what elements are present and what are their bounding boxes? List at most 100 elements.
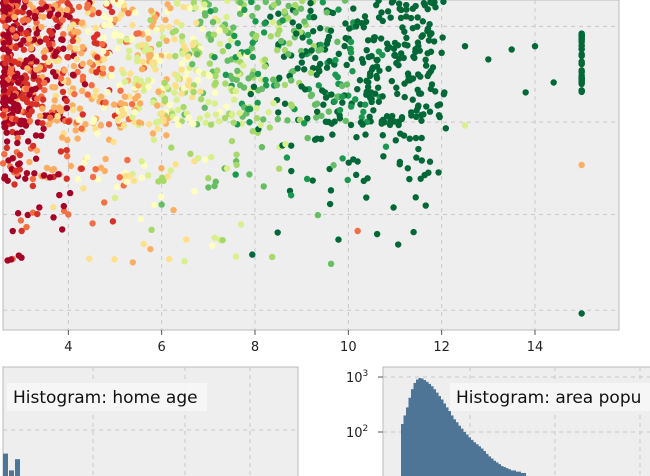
scatter-point-cloud: [178, 60, 186, 67]
scatter-point-30: [65, 211, 72, 218]
scatter-point-cloud: [216, 40, 224, 48]
scatter-point-cloud: [301, 86, 309, 93]
scatter-point-cloud: [339, 155, 346, 162]
scatter-point-cloud: [52, 16, 60, 23]
scatter-point-cloud: [1, 175, 8, 182]
scatter-point-cloud: [224, 0, 231, 4]
scatter-point-cloud: [414, 39, 422, 46]
scatter-point-cloud: [69, 71, 77, 78]
scatter-point-cloud: [281, 100, 289, 107]
scatter-point-32: [158, 201, 165, 208]
scatter-point-22: [461, 43, 469, 50]
scatter-point-cloud: [60, 207, 68, 215]
scatter-point-cloud: [193, 51, 201, 58]
hist2-bar-5: [413, 382, 416, 476]
scatter-point-cloud: [29, 142, 37, 150]
scatter-point-cloud: [418, 134, 425, 142]
scatter-point-cloud: [285, 15, 292, 22]
scatter-point-cloud: [317, 41, 324, 49]
scatter-point-cloud: [32, 132, 40, 139]
scatter-point-cloud: [317, 46, 325, 53]
scatter-point-cloud: [578, 42, 585, 49]
scatter-point-cloud: [334, 93, 341, 100]
scatter-point-cloud: [0, 87, 8, 94]
scatter-point-cloud: [31, 12, 39, 20]
scatter-point-cloud: [307, 7, 314, 15]
scatter-point-cloud: [63, 6, 71, 14]
scatter-point-cloud: [441, 89, 448, 96]
scatter-point-cloud: [241, 6, 248, 14]
scatter-point-cloud: [424, 72, 431, 80]
scatter-point-cloud: [315, 82, 322, 89]
scatter-point-cloud: [161, 95, 169, 102]
scatter-point-cloud: [294, 65, 301, 72]
scatter-point-cloud: [188, 93, 196, 101]
scatter-point-cloud: [94, 176, 102, 183]
scatter-point-cloud: [223, 103, 230, 110]
scatter-point-cloud: [224, 57, 231, 64]
hist2-bar-15: [438, 396, 441, 476]
scatter-point-cloud: [373, 56, 380, 64]
histogram-area-population-title-box: [450, 383, 650, 411]
scatter-point-cloud: [312, 54, 319, 62]
scatter-point-cloud: [14, 134, 22, 142]
scatter-point-47: [550, 79, 557, 86]
hist2-bar-48: [521, 472, 524, 476]
scatter-point-cloud: [14, 107, 22, 115]
scatter-point-cloud: [111, 256, 118, 263]
scatter-point-cloud: [189, 60, 196, 68]
scatter-point-cloud: [379, 132, 387, 139]
scatter-point-cloud: [326, 165, 333, 173]
hist2-bar-30: [476, 444, 479, 476]
scatter-point-cloud: [69, 102, 76, 109]
scatter-point-cloud: [403, 6, 410, 13]
scatter-point-cloud: [424, 50, 431, 57]
scatter-point-cloud: [8, 98, 15, 105]
scatter-point-cloud: [172, 83, 180, 90]
scatter-point-cloud: [327, 187, 335, 194]
scatter-point-cloud: [214, 67, 221, 74]
scatter-point-cloud: [69, 106, 77, 114]
scatter-point-cloud: [199, 25, 206, 33]
scatter-point-cloud: [366, 113, 373, 120]
scatter-point-cloud: [180, 43, 188, 50]
scatter-point-cloud: [116, 174, 123, 181]
scatter-point-cloud: [275, 10, 282, 17]
scatter-point-cloud: [108, 65, 115, 73]
scatter-point-cloud: [405, 73, 412, 80]
scatter-point-cloud: [262, 76, 269, 84]
hist2-bar-42: [506, 468, 509, 476]
scatter-point-cloud: [345, 159, 352, 166]
scatter-point-cloud: [167, 167, 174, 174]
scatter-point-cloud: [51, 97, 58, 104]
scatter-point-cloud: [99, 40, 106, 48]
scatter-point-cloud: [357, 101, 364, 108]
scatter-point-cloud: [326, 200, 334, 208]
scatter-point-cloud: [100, 13, 108, 21]
scatter-point-cloud: [149, 59, 156, 66]
scatter-point-cloud: [120, 70, 127, 77]
scatter-point-cloud: [287, 101, 295, 108]
scatter-point-cloud: [70, 21, 77, 28]
scatter-point-cloud: [120, 122, 128, 129]
scatter-point-cloud: [369, 36, 377, 43]
scatter-point-cloud: [11, 92, 18, 100]
scatter-point-cloud: [174, 72, 181, 79]
scatter-point-cloud: [32, 85, 39, 93]
scatter-point-cloud: [42, 47, 49, 54]
hist2-bar-45: [513, 470, 516, 476]
scatter-point-cloud: [431, 0, 438, 6]
hist2-bar-38: [496, 462, 499, 476]
scatter-point-cloud: [92, 24, 100, 32]
scatter-point-cloud: [197, 96, 205, 103]
scatter-point-cloud: [5, 35, 12, 42]
scatter-point-cloud: [13, 8, 21, 16]
scatter-point-cloud: [78, 165, 85, 172]
scatter-point-cloud: [55, 171, 62, 178]
scatter-point-cloud: [64, 136, 71, 144]
scatter-point-cloud: [39, 105, 46, 112]
scatter-point-cloud: [104, 88, 111, 96]
scatter-point-cloud: [287, 192, 295, 199]
scatter-point-cloud: [191, 188, 198, 195]
scatter-point-cloud: [392, 137, 399, 144]
